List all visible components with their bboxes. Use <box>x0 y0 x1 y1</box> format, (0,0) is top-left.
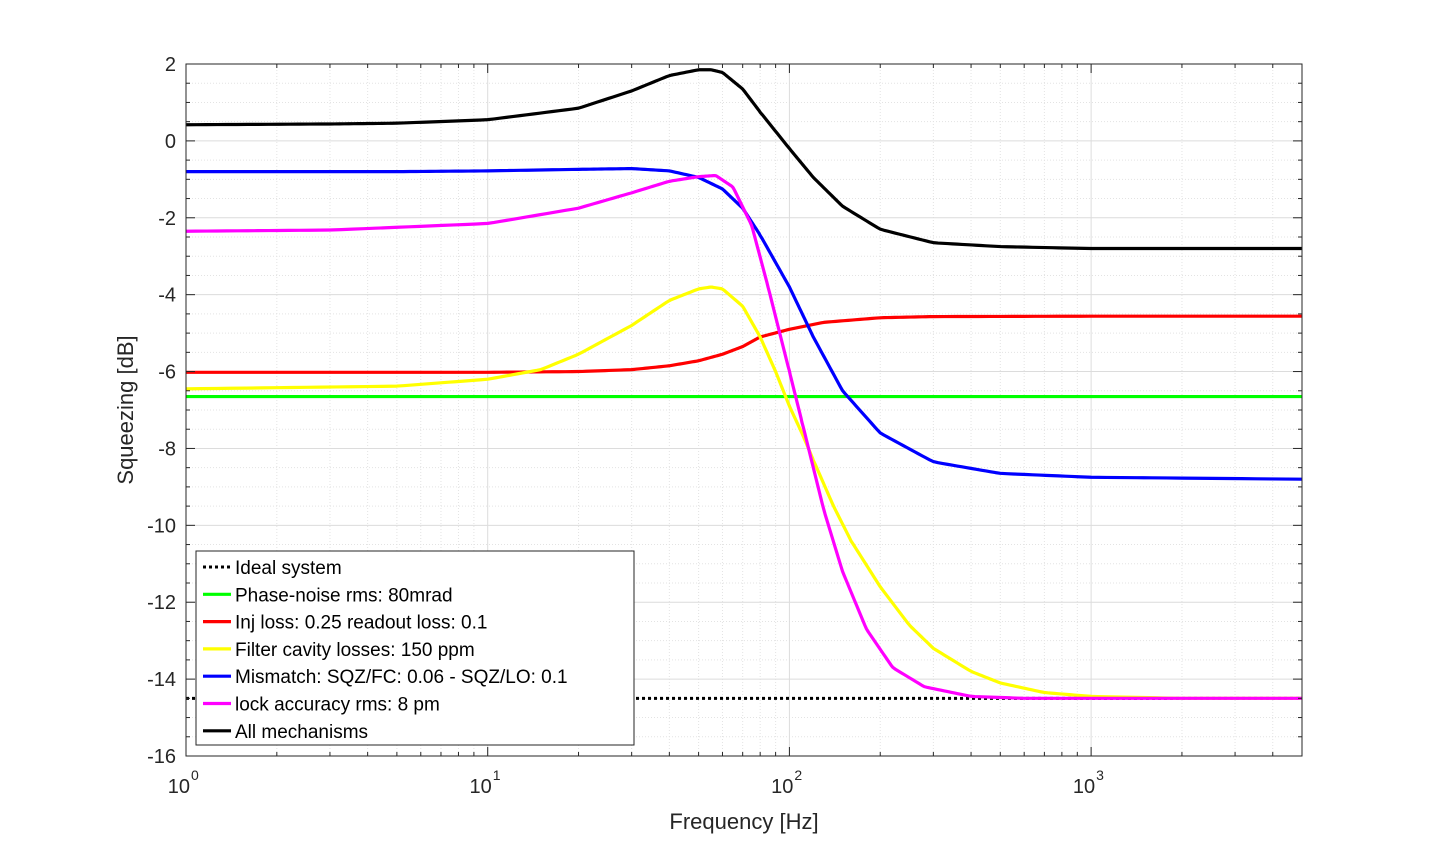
y-tick-label: -6 <box>158 362 176 384</box>
x-tick-base: 10 <box>771 776 793 798</box>
x-tick-label: 103 <box>1073 767 1104 798</box>
y-tick-label: -8 <box>158 438 176 460</box>
y-tick-label: -10 <box>147 515 176 537</box>
series-line-7 <box>185 68 1302 251</box>
legend-label: Ideal system <box>235 558 342 579</box>
legend-item: Mismatch: SQZ/FC: 0.06 - SQZ/LO: 0.1 <box>203 667 568 688</box>
y-axis-label: Squeezing [dB] <box>113 335 138 484</box>
legend-item: lock accuracy rms: 8 pm <box>203 695 440 716</box>
x-tick-exponent: 0 <box>191 767 199 783</box>
legend-item: Ideal system <box>203 558 342 579</box>
x-tick-exponent: 3 <box>1096 767 1104 783</box>
y-tick-label: -14 <box>147 669 176 691</box>
legend-label: Mismatch: SQZ/FC: 0.06 - SQZ/LO: 0.1 <box>235 667 568 688</box>
x-tick-label: 102 <box>771 767 802 798</box>
y-tick-label: 0 <box>165 131 176 153</box>
y-tick-label: -16 <box>147 746 176 768</box>
legend-item: Filter cavity losses: 150 ppm <box>203 640 475 661</box>
x-tick-base: 10 <box>469 776 491 798</box>
x-tick-label: 101 <box>469 767 500 798</box>
series-line-3 <box>186 314 1302 374</box>
y-tick-labels: 2 0 -2 -4 -6 -8 -10 -12 -14 -16 <box>147 54 176 768</box>
y-tick-label: 2 <box>165 54 176 76</box>
legend: Ideal system Phase-noise rms: 80mrad Inj l… <box>195 550 635 746</box>
legend-item: Phase-noise rms: 80mrad <box>203 585 453 606</box>
x-tick-base: 10 <box>1073 776 1095 798</box>
legend-label: lock accuracy rms: 8 pm <box>235 695 440 716</box>
y-tick-label: -2 <box>158 208 176 230</box>
legend-items: Ideal system Phase-noise rms: 80mrad Inj l… <box>203 558 568 743</box>
series-line-6 <box>185 173 1302 700</box>
series-line-4 <box>185 285 1302 700</box>
x-axis-label: Frequency [Hz] <box>669 809 818 834</box>
tick-marks <box>185 63 1303 757</box>
x-tick-exponent: 1 <box>493 767 501 783</box>
series-layer <box>185 68 1303 700</box>
y-tick-label: -4 <box>158 285 176 307</box>
y-tick-label: -12 <box>147 592 176 614</box>
legend-label: Phase-noise rms: 80mrad <box>235 585 453 606</box>
legend-label: Inj loss: 0.25 readout loss: 0.1 <box>235 613 487 634</box>
legend-item: Inj loss: 0.25 readout loss: 0.1 <box>203 613 487 634</box>
x-tick-exponent: 2 <box>794 767 802 783</box>
legend-label: Filter cavity losses: 150 ppm <box>235 640 475 661</box>
x-tick-label: 100 <box>168 767 199 798</box>
legend-item: All mechanisms <box>203 722 368 743</box>
legend-label: All mechanisms <box>235 722 368 743</box>
legend-box <box>195 550 635 746</box>
x-tick-base: 10 <box>168 776 190 798</box>
